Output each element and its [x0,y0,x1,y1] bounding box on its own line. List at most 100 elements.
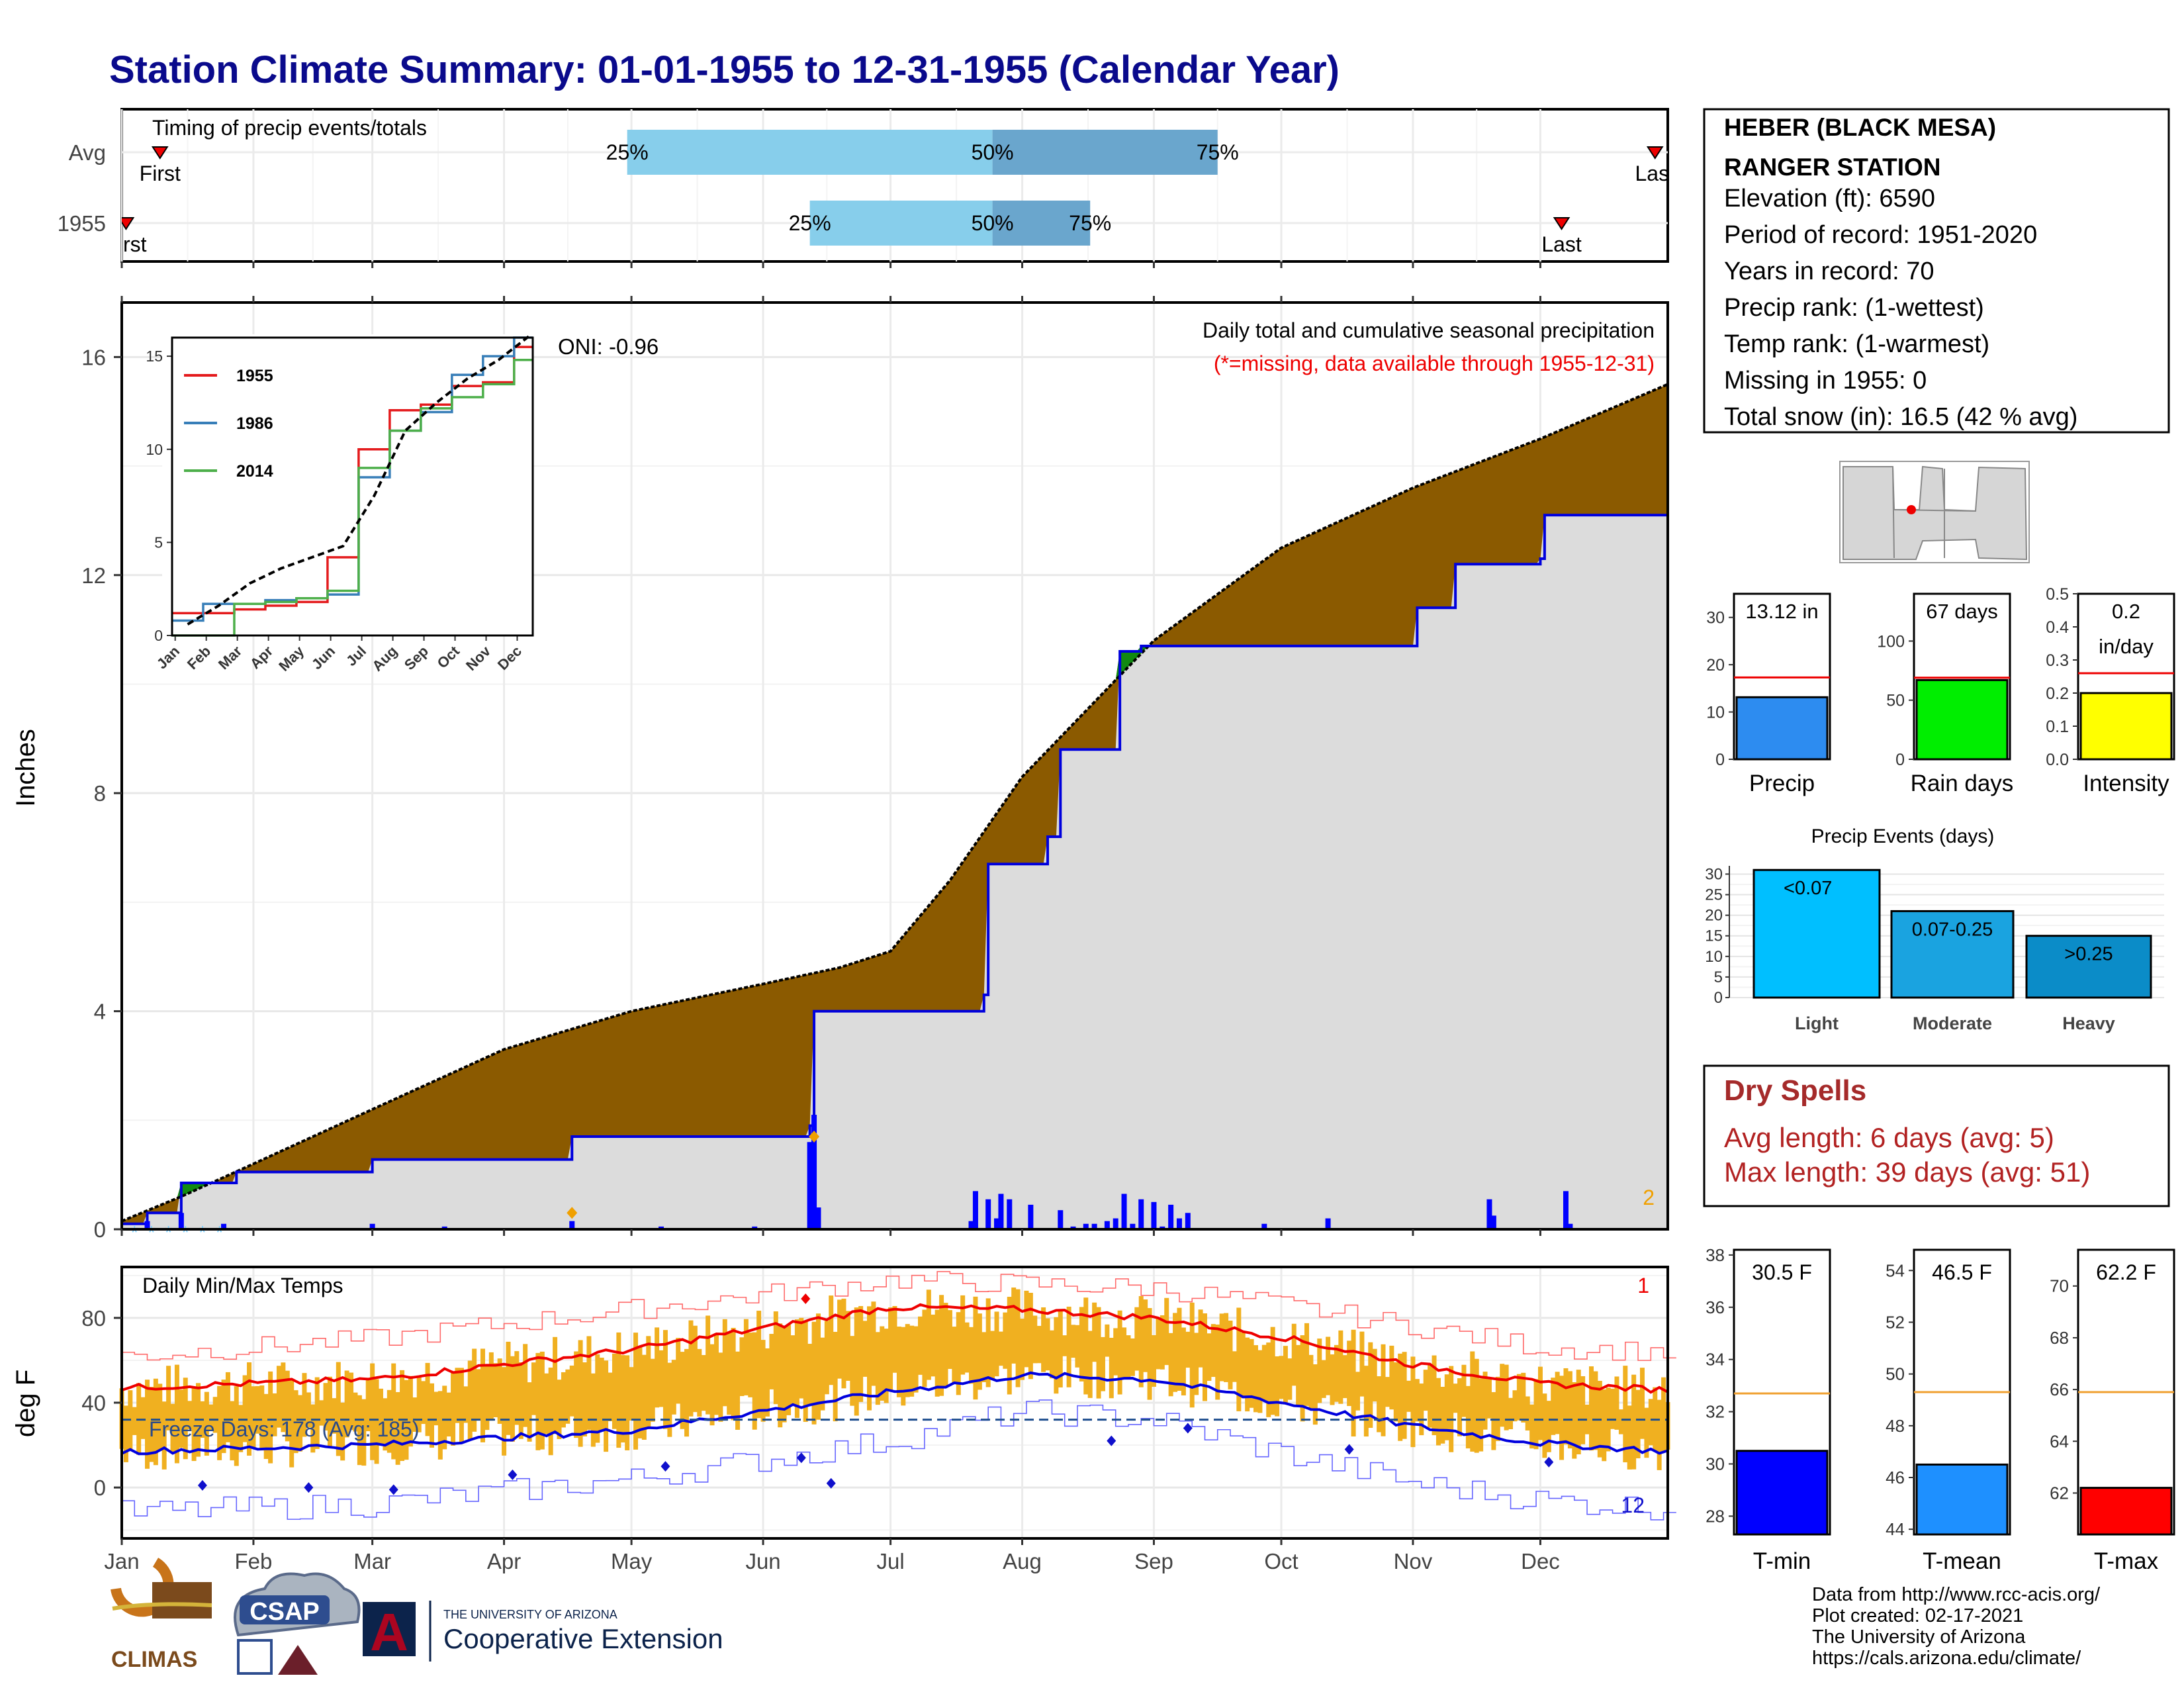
daily-temp-bar [1393,1362,1398,1422]
daily-temp-bar [1202,1313,1207,1401]
daily-temp-bar [400,1370,405,1461]
daily-temp-bar [1126,1335,1131,1379]
daily-temp-bar [1342,1355,1347,1399]
daily-precip-bar [1168,1204,1174,1229]
daily-temp-bar [1500,1364,1505,1427]
mini-bar-tick-label: 0.1 [2046,718,2069,736]
daily-temp-bar [480,1348,485,1442]
temp-bar-label: T-min [1753,1548,1811,1574]
daily-temp-bar [574,1351,579,1438]
daily-temp-bar [455,1368,460,1423]
daily-temp-bar [1087,1331,1093,1398]
daily-temp-bar [123,1405,128,1462]
daily-temp-bar [969,1327,974,1384]
daily-temp-bar [323,1383,328,1431]
daily-temp-bar [298,1395,303,1452]
daily-temp-bar [1071,1325,1076,1358]
daily-temp-bar [586,1336,592,1430]
daily-temp-bar [875,1332,880,1405]
daily-temp-bar [1559,1376,1565,1460]
events-bar [2025,935,2152,999]
daily-temp-bar [1479,1378,1484,1452]
daily-temp-bar [212,1397,218,1433]
station-period: Period of record: 1951-2020 [1724,221,2037,249]
missing-snow-marker: * [165,1222,172,1243]
inset-legend-label: 2014 [236,462,273,481]
daily-temp-bar [629,1367,634,1421]
daily-temp-bar [662,1330,668,1429]
temp-bar-value-text: 62.2 F [2096,1260,2156,1284]
daily-temp-bar [1156,1318,1161,1370]
daily-temp-bar [1173,1313,1178,1392]
daily-temp-bar [1567,1371,1572,1449]
daily-temp-bar [799,1317,804,1399]
daily-temp-bar [1105,1324,1110,1357]
daily-temp-bar [1270,1327,1275,1415]
daily-temp-bar [1602,1389,1607,1462]
daily-temp-bar [429,1383,434,1448]
daily-precip-bar [811,1115,817,1229]
daily-temp-bar [1614,1376,1619,1430]
daily-temp-bar [1279,1356,1284,1399]
daily-temp-bar [1419,1383,1424,1436]
timing-row-avg: Avg [69,140,106,165]
timing-bar-50-75 [992,201,1091,246]
temp-corner-top: 1 [1637,1274,1649,1297]
daily-temp-bar [1432,1355,1437,1436]
daily-temp-bar [247,1362,252,1456]
daily-temp-bar [1032,1315,1038,1364]
daily-temp-bar [1359,1331,1365,1397]
daily-temp-bar [748,1333,753,1397]
mini-bar-value-text: 13.12 in [1745,600,1818,623]
daily-temp-bar [289,1380,295,1468]
daily-temp-bar [357,1395,362,1466]
daily-temp-bar [829,1295,834,1385]
mini-bar-label: Precip [1749,771,1815,796]
daily-temp-bar [1449,1366,1454,1452]
mini-bar-tick-label: 0.5 [2046,585,2069,604]
daily-temp-bar [523,1344,528,1427]
daily-temp-bar [370,1363,375,1460]
daily-temp-bar [1516,1374,1522,1421]
missing-snow-marker: * [199,1222,206,1243]
daily-temp-bar [727,1332,732,1415]
daily-temp-bar [1508,1397,1514,1430]
daily-temp-bar [502,1367,507,1456]
daily-temp-bar [901,1327,906,1406]
events-bar-label: 0.07-0.25 [1912,919,1993,940]
record-max-line [122,1271,1676,1361]
daily-temp-bar [1542,1393,1547,1458]
mini-bar-value-text-2: in/day [2099,635,2154,658]
events-tick-label: 5 [1714,968,1723,986]
locator-map [1839,461,2030,563]
timing-bar-25-50 [627,130,993,175]
daily-temp-bar [544,1373,549,1434]
daily-temp-bar [421,1381,426,1425]
daily-temp-bar [1525,1396,1530,1430]
daily-temp-bar [1240,1333,1246,1399]
temp-bar-tick-label: 70 [2050,1276,2069,1296]
mini-bar-label: Intensity [2083,771,2169,796]
daily-temp-bar [697,1348,702,1417]
daily-temp-bar [1385,1377,1390,1407]
mini-bar-tick-label: 0 [1895,751,1905,769]
daily-temp-bar [1049,1330,1054,1379]
daily-temp-bar [306,1392,311,1428]
daily-temp-bar [1092,1302,1097,1362]
record-low-marker-icon [1107,1435,1116,1446]
mini-bar-tick-label: 10 [1706,704,1725,722]
daily-temp-bar [994,1311,999,1377]
mini-bar-value [1735,696,1829,761]
daily-temp-bar [353,1392,358,1432]
climas-logo-text: CLIMAS [111,1647,197,1672]
daily-temp-bar [365,1378,371,1432]
daily-temp-bar [145,1380,150,1469]
daily-temp-bar [1024,1290,1029,1368]
daily-temp-bar [1580,1376,1586,1444]
daily-temp-bar [578,1340,583,1447]
daily-temp-bar [722,1319,727,1407]
month-label: May [611,1549,653,1573]
precip-ylabel: Inches [11,729,40,807]
daily-temp-bar [990,1331,995,1380]
daily-temp-bar [1304,1323,1310,1406]
